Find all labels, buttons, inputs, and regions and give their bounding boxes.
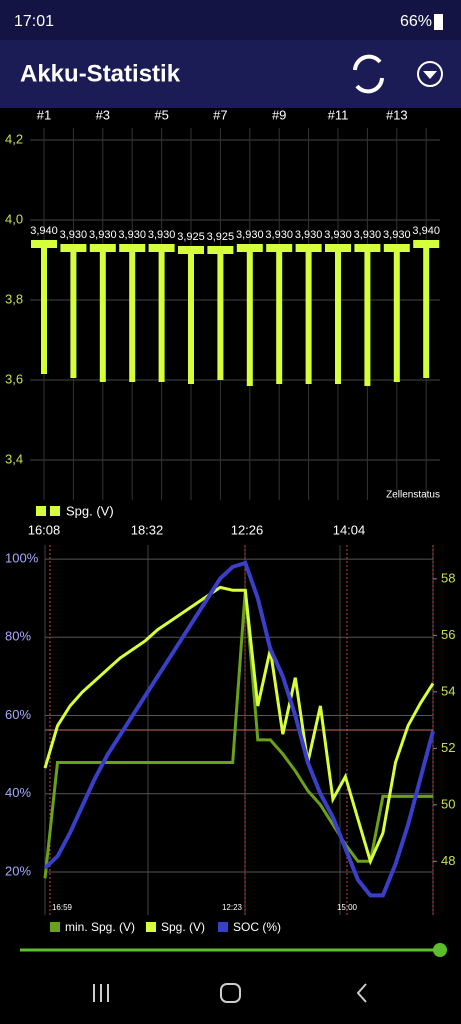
x-tick-label: #3 [96,107,110,122]
value-bar [207,246,234,254]
legend-label: Spg. (V) [66,503,114,518]
y-tick-label: 3,4 [5,451,23,466]
y2-tick-label: 54 [441,683,455,698]
value-label: 3,930 [324,229,352,241]
min-bar [305,248,312,384]
x-tick-label: #11 [328,107,349,122]
min-bar [276,248,283,384]
value-label: 3,930 [265,229,293,241]
value-bar [148,244,175,252]
y2-tick-label: 58 [441,570,455,585]
series-line [43,590,433,879]
menu-button[interactable] [417,61,443,87]
min-bar [129,248,136,382]
value-label: 3,930 [295,229,323,241]
app-bar [0,40,461,108]
y-tick-label: 4,0 [5,211,23,226]
back-button[interactable] [356,983,367,1003]
min-bar [41,244,47,374]
y-tick-label: 3,8 [5,291,23,306]
value-label: 3,925 [207,231,235,243]
value-bar [383,244,410,252]
min-bar [158,248,165,382]
y-tick-label: 20% [5,863,31,878]
y-tick-label: 4,2 [5,131,23,146]
value-label: 3,930 [236,229,264,241]
value-bar [89,244,116,252]
legend-swatch [218,922,228,932]
value-label: 3,940 [30,225,58,237]
value-bar [266,244,293,252]
y-tick-label: 40% [5,785,31,800]
min-bar [70,248,77,378]
battery-icon [434,14,443,30]
time-label: 15:00 [337,903,358,912]
min-bar [335,248,341,384]
min-bar [99,248,106,382]
y-tick-label: 60% [5,707,31,722]
y2-tick-label: 50 [441,796,455,811]
status-bar [0,0,461,40]
value-label: 3,930 [118,229,146,241]
value-bar [60,244,87,252]
value-bar [119,244,146,252]
y2-tick-label: 56 [441,627,455,642]
min-bar [393,248,400,382]
y2-tick-label: 48 [441,853,455,868]
min-bar [364,248,371,386]
x-tick-label: #1 [37,107,51,122]
series-line [43,560,435,898]
refresh-button[interactable] [353,54,384,94]
value-label: 3,930 [148,229,176,241]
value-label: 3,925 [177,231,205,243]
time-label: 16:59 [52,903,73,912]
value-label: 3,930 [89,229,117,241]
x-tick-label: #13 [386,107,408,122]
legend-swatch [50,506,60,516]
x-tick-label: #7 [213,107,227,122]
annotation: Zellenstatus [386,490,440,501]
app-title: Akku-Statistik [20,60,181,87]
min-bar [423,244,430,378]
clock: 17:01 [14,13,54,30]
value-bar [413,240,440,248]
y2-tick-label: 52 [441,740,455,755]
nav-bar [93,983,367,1003]
y-tick-label: 100% [5,551,39,566]
legend-swatch [146,922,156,932]
legend-label: Spg. (V) [161,920,205,934]
value-label: 3,940 [412,225,440,237]
time-label: 16:08 [28,522,61,537]
time-label: 12:26 [231,522,264,537]
series-line [43,585,435,866]
legend-swatch [36,506,46,516]
y-tick-label: 3,6 [5,371,23,386]
value-bar [354,244,381,252]
time-label: 18:32 [131,522,164,537]
legend-label: min. Spg. (V) [65,920,135,934]
y-tick-label: 80% [5,629,31,644]
recents-button[interactable] [93,984,109,1002]
value-label: 3,930 [383,229,411,241]
time-label: 12:23 [222,903,243,912]
time-label: 14:04 [333,522,366,537]
x-tick-label: #5 [154,107,168,122]
value-bar [236,244,263,252]
value-bar [295,244,322,252]
min-bar [217,250,224,380]
slider-thumb[interactable] [433,943,447,957]
battery: 66% [400,13,432,30]
legend-swatch [50,922,60,932]
value-label: 3,930 [354,229,382,241]
legend-label: SOC (%) [233,920,281,934]
value-label: 3,930 [60,229,88,241]
min-bar [246,248,253,386]
min-bar [188,250,194,384]
x-tick-label: #9 [272,107,286,122]
value-bar [31,240,57,248]
value-bar [325,244,351,252]
value-bar [178,246,204,254]
home-button[interactable] [220,983,241,1003]
